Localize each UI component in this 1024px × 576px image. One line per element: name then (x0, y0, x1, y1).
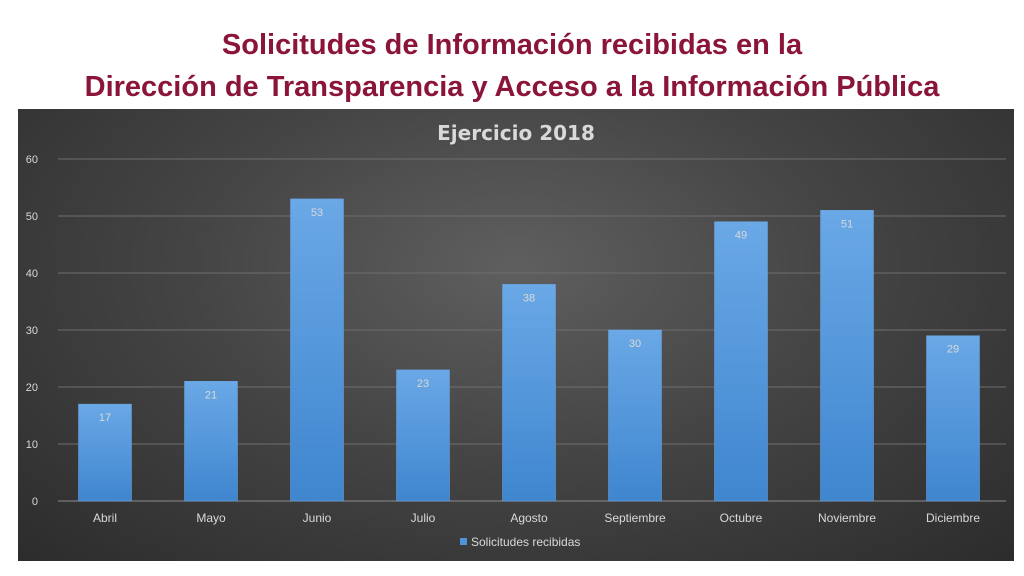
bar[interactable] (714, 221, 768, 502)
x-tick-label: Junio (303, 511, 332, 525)
legend-label: Solicitudes recibidas (471, 535, 580, 549)
x-tick-label: Agosto (510, 511, 548, 525)
data-label: 17 (99, 412, 111, 424)
bar[interactable] (290, 198, 344, 502)
bar[interactable] (926, 335, 980, 502)
legend: Solicitudes recibidas (460, 535, 580, 549)
y-tick-label: 20 (26, 382, 38, 394)
y-tick-label: 50 (26, 211, 38, 223)
bar[interactable] (502, 284, 556, 502)
data-label: 53 (311, 207, 323, 219)
y-tick-label: 60 (26, 154, 38, 166)
bar[interactable] (608, 329, 662, 502)
bar[interactable] (78, 403, 132, 502)
x-tick-label: Noviembre (818, 511, 876, 525)
x-tick-label: Julio (411, 511, 436, 525)
y-tick-label: 10 (26, 439, 38, 451)
x-tick-label: Diciembre (926, 511, 980, 525)
data-label: 21 (205, 389, 217, 401)
bar[interactable] (396, 369, 450, 502)
y-tick-label: 0 (32, 496, 38, 508)
data-label: 30 (629, 338, 641, 350)
data-label: 38 (523, 292, 535, 304)
slide-title-line-1: Solicitudes de Información recibidas en … (221, 29, 803, 61)
chart-panel: Ejercicio 2018 0 10 20 30 40 50 60 17 21 53 23 38 3… (18, 109, 1014, 561)
bar[interactable] (184, 381, 238, 502)
data-label: 23 (417, 378, 429, 390)
legend-swatch (460, 538, 467, 545)
x-tick-label: Septiembre (604, 511, 666, 525)
y-tick-label: 40 (26, 268, 38, 280)
chart-title: Ejercicio 2018 (437, 121, 595, 145)
bar-chart: Ejercicio 2018 0 10 20 30 40 50 60 17 21 53 23 38 3… (26, 121, 1006, 549)
slide-title: Solicitudes de Información recibidas en … (0, 24, 1024, 108)
y-tick-label: 30 (26, 325, 38, 337)
x-tick-label: Octubre (720, 511, 763, 525)
data-label: 29 (947, 344, 959, 356)
data-label: 51 (841, 218, 853, 230)
x-tick-label: Mayo (196, 511, 226, 525)
x-tick-label: Abril (93, 511, 117, 525)
bar[interactable] (820, 210, 874, 502)
slide-title-line-2: Dirección de Transparencia y Acceso a la… (84, 71, 940, 103)
data-label: 49 (735, 230, 747, 242)
